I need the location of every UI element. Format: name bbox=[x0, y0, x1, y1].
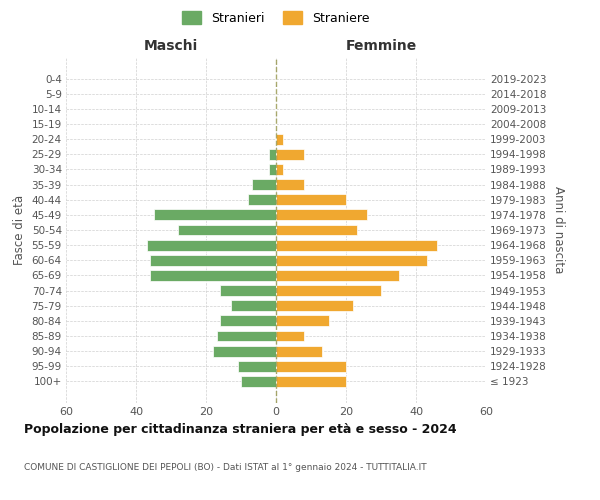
Legend: Stranieri, Straniere: Stranieri, Straniere bbox=[178, 6, 374, 30]
Bar bbox=[230, 300, 276, 311]
Bar bbox=[276, 224, 356, 235]
Bar bbox=[276, 300, 353, 311]
Bar bbox=[241, 376, 276, 387]
Text: Popolazione per cittadinanza straniera per età e sesso - 2024: Popolazione per cittadinanza straniera p… bbox=[24, 422, 457, 436]
Bar bbox=[276, 164, 283, 175]
Bar bbox=[276, 270, 398, 281]
Bar bbox=[276, 361, 346, 372]
Bar bbox=[269, 164, 276, 175]
Bar bbox=[220, 316, 276, 326]
Bar bbox=[276, 376, 346, 387]
Bar bbox=[146, 240, 276, 250]
Bar bbox=[150, 255, 276, 266]
Y-axis label: Anni di nascita: Anni di nascita bbox=[553, 186, 565, 274]
Text: COMUNE DI CASTIGLIONE DEI PEPOLI (BO) - Dati ISTAT al 1° gennaio 2024 - TUTTITAL: COMUNE DI CASTIGLIONE DEI PEPOLI (BO) - … bbox=[24, 462, 427, 471]
Bar bbox=[269, 149, 276, 160]
Bar bbox=[213, 346, 276, 356]
Bar bbox=[178, 224, 276, 235]
Bar bbox=[276, 330, 304, 342]
Bar bbox=[220, 285, 276, 296]
Bar bbox=[251, 179, 276, 190]
Bar bbox=[276, 316, 329, 326]
Bar bbox=[154, 210, 276, 220]
Bar bbox=[276, 240, 437, 250]
Bar bbox=[276, 194, 346, 205]
Y-axis label: Fasce di età: Fasce di età bbox=[13, 195, 26, 265]
Bar bbox=[276, 346, 322, 356]
Text: Maschi: Maschi bbox=[144, 38, 198, 52]
Bar bbox=[248, 194, 276, 205]
Bar bbox=[276, 285, 381, 296]
Bar bbox=[238, 361, 276, 372]
Bar bbox=[276, 255, 427, 266]
Bar bbox=[276, 134, 283, 144]
Bar bbox=[276, 149, 304, 160]
Bar bbox=[217, 330, 276, 342]
Bar bbox=[276, 179, 304, 190]
Text: Femmine: Femmine bbox=[346, 38, 416, 52]
Bar bbox=[276, 210, 367, 220]
Bar bbox=[150, 270, 276, 281]
